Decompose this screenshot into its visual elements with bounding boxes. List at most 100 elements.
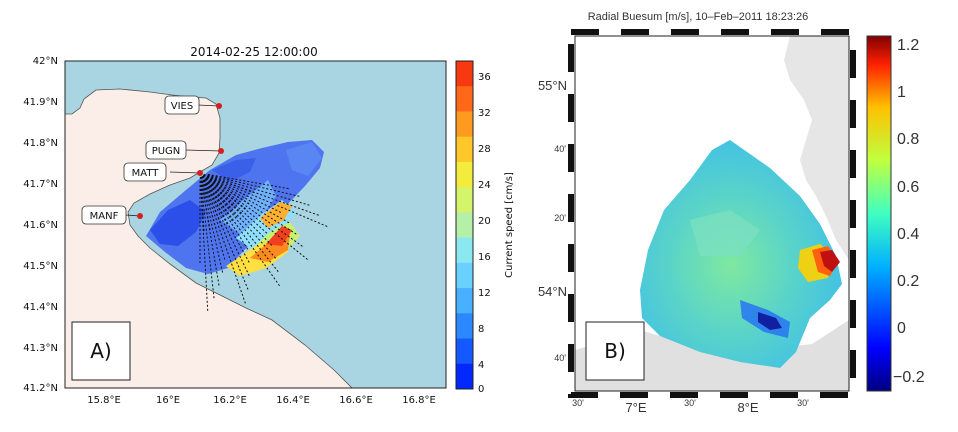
colorbar-a-segment — [456, 313, 473, 340]
colorbar-b-tick: 0.4 — [897, 226, 919, 243]
panel-b-label: B) — [585, 321, 645, 381]
lon-tick-label: 16.4°E — [276, 395, 310, 406]
lon-label-b: 7°E — [625, 400, 646, 415]
lon-label-b: 8°E — [737, 400, 758, 415]
radial-vector — [204, 179, 280, 287]
lon-label-b: 30' — [572, 398, 584, 408]
land-area — [65, 61, 353, 388]
lat-tick-label: 41.7°N — [23, 179, 58, 190]
station-marker-pugn — [218, 148, 224, 154]
lat-tick-label: 41.6°N — [23, 220, 58, 231]
radial-vector — [199, 172, 248, 211]
colorbar-a-tick: 12 — [478, 288, 491, 299]
colorbar-a-segment — [456, 161, 473, 188]
colorbar-a-tick: 20 — [478, 216, 491, 227]
radial-vector — [199, 172, 229, 227]
colorbar-a-tick: 0 — [478, 384, 484, 395]
colorbar-b-tick: 1.2 — [897, 37, 919, 54]
station-label-vies: VIES — [164, 95, 200, 115]
radial-vectors — [199, 172, 328, 311]
svg-text:B): B) — [604, 339, 626, 363]
svg-text:PUGN: PUGN — [152, 146, 181, 157]
colorbar-a-segment — [456, 212, 473, 239]
lon-tick-label: 16.2°E — [213, 395, 247, 406]
lat-label-b: 20' — [554, 213, 566, 223]
colorbar-a-tick: 36 — [478, 72, 491, 83]
colorbar-a-tick: 32 — [478, 108, 491, 119]
radial-vector — [199, 172, 223, 229]
colorbar-b-tick: 0.8 — [897, 131, 919, 148]
radial-vector — [203, 179, 250, 277]
colorbar-b-tick: −0.2 — [893, 369, 925, 386]
svg-text:MANF: MANF — [90, 211, 119, 222]
lat-tick-label: 41.8°N — [23, 138, 58, 149]
colorbar-a-segment — [456, 363, 473, 390]
colorbar-a-tick: 16 — [478, 252, 491, 263]
panel-b-title: Radial Buesum [m/s], 10–Feb–2011 18:23:2… — [588, 11, 809, 23]
colorbar-a-segment — [456, 61, 473, 87]
radial-vector — [199, 172, 252, 206]
lat-tick-label: 41.3°N — [23, 343, 58, 354]
lon-label-b: 30' — [684, 398, 696, 408]
colorbar-b-tick: 1 — [897, 84, 906, 101]
lon-tick-label: 16.6°E — [339, 395, 373, 406]
lat-tick-label: 41.5°N — [23, 261, 58, 272]
station-marker-matt — [197, 170, 203, 176]
panel-a-frame — [64, 60, 447, 389]
lon-tick-label: 16°E — [156, 395, 180, 406]
radial-vector — [202, 180, 246, 304]
station-marker-manf — [137, 213, 143, 219]
panel-a-label: A) — [71, 321, 131, 381]
colorbar-a-segment — [456, 237, 473, 264]
colorbar-b-tick: 0.2 — [897, 273, 919, 290]
radial-vector — [205, 177, 268, 234]
colorbar-a-segment — [456, 86, 473, 112]
colorbar-a-tick: 28 — [478, 144, 491, 155]
radial-vector — [199, 172, 218, 231]
colorbar-b-tick: 0 — [897, 320, 906, 337]
colorbar-a-segment — [456, 262, 473, 289]
lat-label-b: 40' — [554, 144, 566, 154]
colorbar-a-segment — [456, 338, 473, 365]
radial-vector — [199, 172, 239, 220]
land-area-b — [784, 36, 849, 260]
colorbar-b-tick: 0.6 — [897, 179, 919, 196]
radial-vector — [199, 172, 255, 200]
radial-vector — [203, 179, 249, 250]
lon-label-b: 30' — [797, 398, 809, 408]
lat-label-b: 54°N — [538, 284, 567, 299]
colorbar-a-segment — [456, 111, 473, 138]
radial-vector — [199, 172, 211, 233]
colorbar-a-tick: 4 — [478, 360, 484, 371]
colorbar-b — [866, 35, 892, 392]
lat-tick-label: 42°N — [33, 56, 58, 67]
colorbar-a — [455, 60, 474, 390]
lat-label-b: 40' — [554, 353, 566, 363]
radial-vector — [204, 178, 277, 259]
svg-text:MATT: MATT — [132, 168, 160, 179]
lon-tick-label: 15.8°E — [87, 395, 121, 406]
colorbar-a-segment — [456, 136, 473, 163]
radial-vector — [199, 172, 205, 233]
radial-vector — [199, 172, 234, 224]
station-marker-vies — [216, 103, 222, 109]
radial-vector — [199, 172, 257, 194]
svg-text:VIES: VIES — [171, 101, 193, 112]
lat-tick-label: 41.2°N — [23, 383, 58, 394]
panel-b-frame — [568, 29, 856, 398]
radial-vector — [207, 175, 328, 227]
radial-vector — [199, 172, 244, 216]
station-label-pugn: PUGN — [145, 140, 187, 160]
lon-tick-label: 16.8°E — [402, 395, 436, 406]
svg-text:A): A) — [90, 339, 111, 363]
lat-tick-label: 41.9°N — [23, 97, 58, 108]
radial-vector — [207, 174, 310, 206]
lat-tick-label: 41.4°N — [23, 302, 58, 313]
colorbar-a-tick: 24 — [478, 180, 491, 191]
panel-a-title: 2014-02-25 12:00:00 — [190, 45, 317, 59]
lat-label-b: 55°N — [538, 78, 567, 93]
colorbar-a-tick: 8 — [478, 324, 484, 335]
radial-vector — [207, 173, 289, 190]
panel-b: Radial Buesum [m/s], 10–Feb–2011 18:23:2… — [538, 11, 925, 415]
